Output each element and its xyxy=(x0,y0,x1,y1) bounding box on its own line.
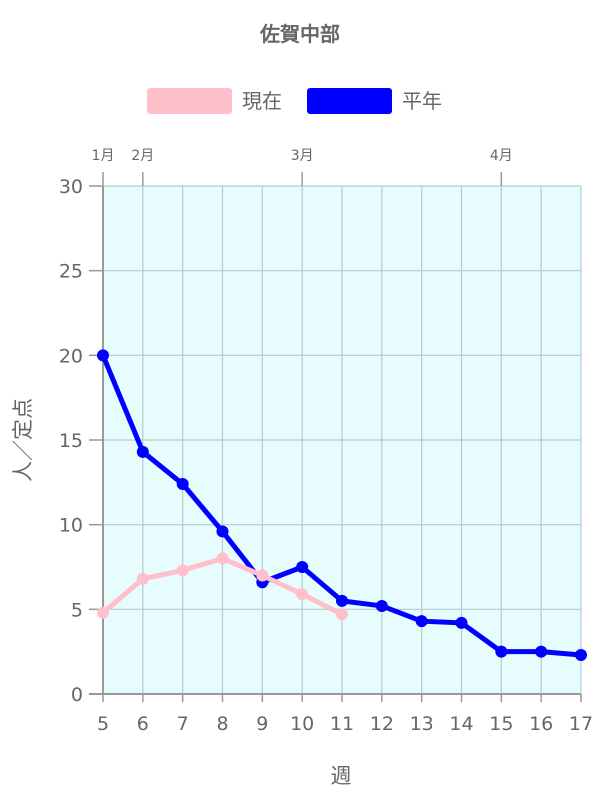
data-point-0 xyxy=(136,572,149,585)
month-label: 1月 xyxy=(92,148,115,164)
y-tick-label: 15 xyxy=(59,430,83,452)
x-tick-label: 14 xyxy=(449,713,473,735)
y-tick-label: 25 xyxy=(59,261,83,283)
data-point-1 xyxy=(415,615,428,628)
month-label: 2月 xyxy=(131,148,154,164)
legend-label-current: 現在 xyxy=(242,89,282,113)
data-point-1 xyxy=(455,616,468,629)
y-axis-title: 人／定点 xyxy=(11,398,35,482)
data-point-1 xyxy=(375,599,388,612)
data-point-1 xyxy=(575,649,587,662)
legend-label-normal: 平年 xyxy=(402,89,442,113)
legend: 現在 平年 xyxy=(147,88,442,114)
data-point-0 xyxy=(296,588,309,601)
y-tick-label: 30 xyxy=(59,176,83,198)
x-tick-label: 9 xyxy=(256,713,268,735)
data-point-0 xyxy=(176,564,189,577)
x-tick-label: 6 xyxy=(137,713,149,735)
y-tick-label: 20 xyxy=(59,345,83,367)
data-point-1 xyxy=(216,525,229,538)
data-point-0 xyxy=(336,608,348,621)
x-axis-title: 週 xyxy=(331,764,352,788)
x-tick-label: 5 xyxy=(97,713,109,735)
x-tick-label: 13 xyxy=(410,713,434,735)
month-label: 3月 xyxy=(291,148,314,164)
data-point-0 xyxy=(256,569,269,582)
y-tick-label: 10 xyxy=(59,515,83,537)
data-point-1 xyxy=(336,594,348,607)
data-point-1 xyxy=(136,445,149,458)
data-point-1 xyxy=(495,645,508,658)
legend-item-current[interactable]: 現在 xyxy=(147,88,282,114)
month-label: 4月 xyxy=(490,148,513,164)
legend-swatch-normal xyxy=(307,88,392,114)
y-tick-label: 0 xyxy=(71,684,83,706)
x-tick-label: 11 xyxy=(330,713,354,735)
legend-item-normal[interactable]: 平年 xyxy=(307,88,442,114)
x-tick-label: 12 xyxy=(370,713,394,735)
x-tick-label: 15 xyxy=(489,713,513,735)
data-point-0 xyxy=(97,606,109,619)
chart-title: 佐賀中部 xyxy=(259,22,340,46)
x-tick-label: 8 xyxy=(216,713,228,735)
legend-swatch-current xyxy=(147,88,232,114)
x-tick-label: 7 xyxy=(177,713,189,735)
x-tick-label: 16 xyxy=(529,713,553,735)
data-point-0 xyxy=(216,552,229,565)
x-tick-label: 17 xyxy=(569,713,593,735)
data-point-1 xyxy=(296,561,309,573)
y-tick-label: 5 xyxy=(71,599,83,621)
data-point-1 xyxy=(97,349,109,362)
data-point-1 xyxy=(176,478,189,491)
data-point-1 xyxy=(535,645,548,658)
x-tick-label: 10 xyxy=(290,713,314,735)
